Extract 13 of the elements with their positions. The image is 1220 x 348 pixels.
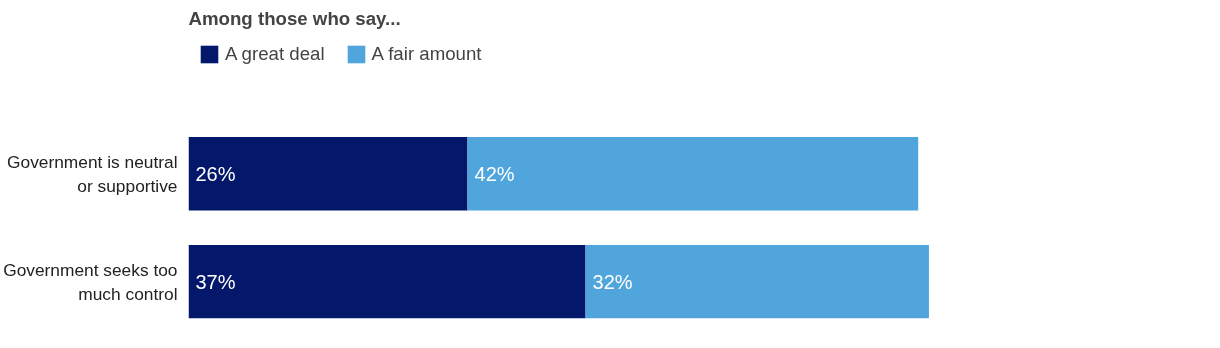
data-label: 42% xyxy=(474,162,515,185)
data-label: 32% xyxy=(592,270,633,293)
legend-label: A great deal xyxy=(225,43,325,65)
bar xyxy=(188,244,586,319)
legend-label: A fair amount xyxy=(371,43,482,65)
y-tick-label: Government is neutral or supportive xyxy=(7,151,178,196)
bar xyxy=(467,137,919,211)
y-tick-label: Government seeks too much control xyxy=(3,259,178,304)
bar xyxy=(585,244,929,319)
y-axis-title: Among those who say... xyxy=(188,7,401,29)
data-label: 37% xyxy=(195,270,236,293)
data-label: 26% xyxy=(195,162,236,185)
bar xyxy=(188,137,468,211)
